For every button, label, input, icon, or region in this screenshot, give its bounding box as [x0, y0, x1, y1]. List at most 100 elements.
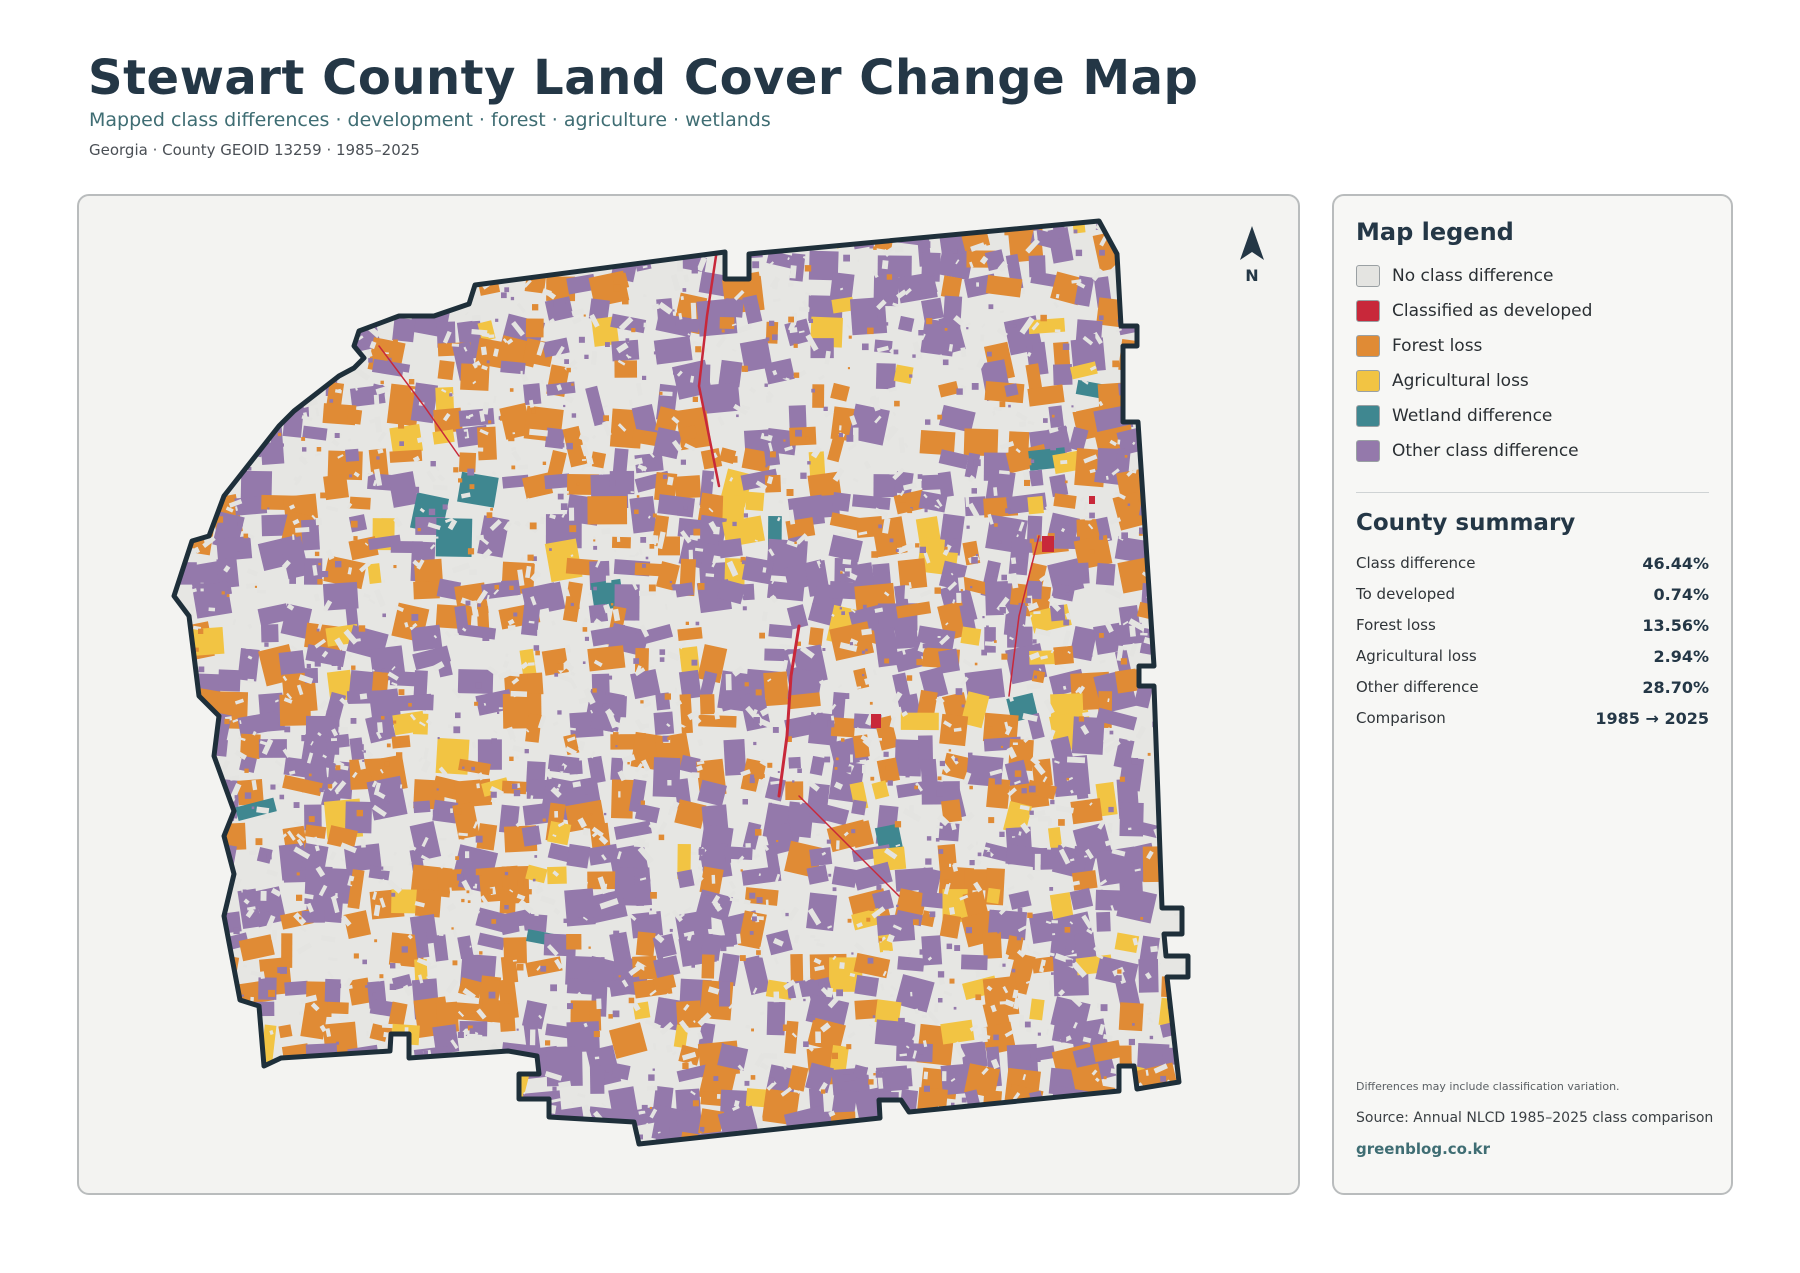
land-cover-patch: [597, 876, 609, 895]
land-cover-patch: [335, 780, 347, 793]
brand-link[interactable]: greenblog.co.kr: [1356, 1140, 1491, 1158]
land-cover-patch: [633, 841, 650, 848]
land-cover-patch: [852, 861, 893, 891]
land-cover-patch: [1190, 297, 1199, 308]
land-cover-patch: [432, 271, 458, 299]
land-cover-patch: [235, 227, 240, 233]
land-cover-patch: [945, 622, 949, 626]
land-cover-patch: [593, 545, 598, 550]
land-cover-patch: [798, 1070, 803, 1074]
land-cover-patch: [897, 956, 925, 972]
land-cover-patch: [891, 691, 903, 705]
land-cover-patch: [591, 434, 597, 440]
land-cover-patch: [243, 898, 250, 905]
land-cover-patch: [636, 495, 640, 498]
land-cover-patch: [525, 713, 542, 743]
land-cover-patch: [1130, 862, 1134, 866]
land-cover-patch: [797, 1090, 802, 1094]
land-cover-patch: [1069, 921, 1074, 925]
map-panel[interactable]: N: [77, 194, 1300, 1195]
land-cover-patch: [820, 986, 830, 996]
land-cover-patch: [1025, 980, 1031, 985]
land-cover-patch: [1018, 831, 1022, 836]
land-cover-patch: [277, 1078, 284, 1086]
land-cover-patch: [476, 589, 488, 605]
land-cover-patch: [553, 262, 558, 267]
land-cover-patch: [453, 726, 461, 734]
land-cover-patch: [266, 1110, 270, 1115]
land-cover-patch: [262, 228, 281, 244]
land-cover-patch: [541, 288, 552, 297]
land-cover-patch: [1149, 1115, 1153, 1119]
land-cover-patch: [1069, 887, 1094, 911]
land-cover-patch: [849, 415, 858, 426]
land-cover-patch: [1175, 577, 1179, 581]
land-cover-patch: [191, 627, 225, 656]
land-cover-patch: [715, 903, 721, 910]
land-cover-patch: [962, 772, 972, 785]
land-cover-patch: [589, 1064, 605, 1094]
land-cover-patch: [1049, 474, 1069, 498]
land-cover-patch: [445, 978, 459, 994]
land-cover-patch: [1069, 789, 1074, 794]
land-cover-patch: [299, 271, 310, 278]
land-cover-patch: [522, 913, 548, 933]
land-cover-patch: [940, 275, 963, 300]
land-cover-patch: [834, 1140, 838, 1144]
land-cover-patch: [915, 543, 920, 548]
land-cover-patch: [1066, 777, 1070, 781]
land-cover-patch: [998, 470, 1010, 475]
land-cover-patch: [843, 254, 850, 262]
land-cover-patch: [1140, 632, 1148, 636]
land-cover-patch: [826, 839, 831, 844]
land-cover-patch: [366, 348, 373, 358]
land-cover-patch: [234, 795, 239, 799]
land-cover-patch: [854, 1153, 896, 1180]
land-cover-patch: [830, 717, 856, 738]
land-cover-patch: [211, 784, 220, 790]
land-cover-patch: [795, 429, 802, 437]
land-cover-patch: [367, 471, 374, 477]
land-cover-patch: [902, 482, 918, 491]
land-cover-patch: [686, 1141, 702, 1144]
land-cover-patch: [202, 947, 218, 958]
land-cover-patch: [526, 889, 532, 895]
land-cover-patch: [357, 1100, 363, 1106]
land-cover-patch: [499, 889, 517, 914]
land-cover-patch: [603, 404, 608, 408]
land-cover-patch: [313, 1077, 319, 1081]
land-cover-patch: [1189, 280, 1193, 285]
land-cover-patch: [1022, 623, 1026, 628]
county-map[interactable]: [79, 196, 1300, 1195]
land-cover-patch: [301, 318, 333, 349]
land-cover-patch: [1184, 333, 1188, 340]
land-cover-patch: [348, 514, 368, 533]
land-cover-patch: [402, 1060, 412, 1067]
land-cover-patch: [1182, 274, 1188, 307]
land-cover-patch: [338, 345, 345, 352]
land-cover-patch: [881, 260, 889, 270]
land-cover-patch: [644, 216, 647, 219]
land-cover-patch: [1188, 988, 1206, 995]
land-cover-patch: [327, 825, 358, 850]
land-cover-patch: [938, 998, 943, 1003]
land-cover-patch: [955, 235, 960, 240]
land-cover-patch: [1031, 1157, 1063, 1183]
land-cover-patch: [1167, 773, 1175, 785]
land-cover-patch: [296, 942, 313, 955]
land-cover-patch: [1071, 405, 1074, 408]
land-cover-patch: [204, 396, 212, 405]
land-cover-patch: [681, 1051, 697, 1061]
land-cover-patch: [282, 748, 291, 758]
land-cover-patch: [1016, 936, 1022, 941]
land-cover-patch: [325, 733, 350, 750]
land-cover-patch: [357, 744, 364, 751]
land-cover-patch: [560, 503, 568, 510]
land-cover-patch: [910, 991, 913, 997]
land-cover-patch: [302, 790, 305, 793]
land-cover-patch: [562, 425, 588, 468]
land-cover-patch: [906, 675, 913, 681]
land-cover-patch: [433, 536, 439, 539]
land-cover-patch: [212, 428, 218, 434]
land-cover-patch: [638, 590, 656, 596]
